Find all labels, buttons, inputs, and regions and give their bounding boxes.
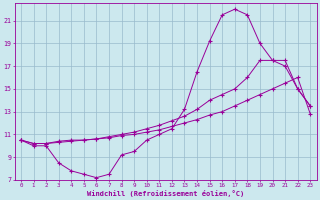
- X-axis label: Windchill (Refroidissement éolien,°C): Windchill (Refroidissement éolien,°C): [87, 190, 244, 197]
